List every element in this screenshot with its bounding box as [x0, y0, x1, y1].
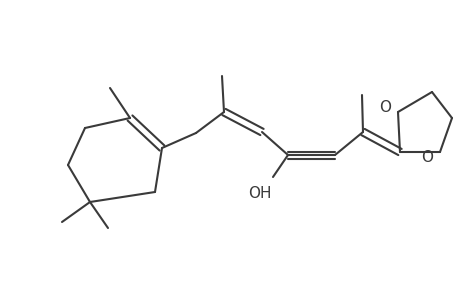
Text: O: O — [378, 100, 390, 116]
Text: OH: OH — [248, 185, 271, 200]
Text: O: O — [420, 151, 432, 166]
